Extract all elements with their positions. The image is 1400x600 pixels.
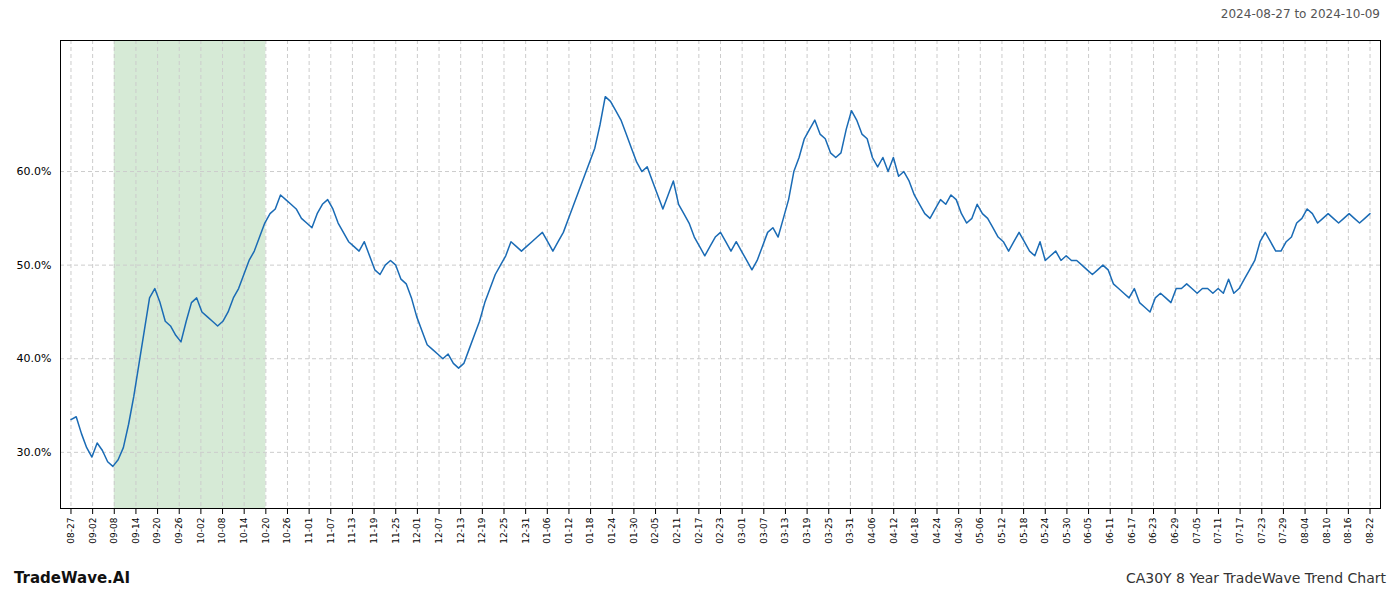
- svg-text:03-07: 03-07: [759, 518, 769, 544]
- svg-text:05-18: 05-18: [1018, 517, 1028, 543]
- svg-text:10-26: 10-26: [282, 517, 292, 543]
- svg-text:12-31: 12-31: [521, 518, 531, 544]
- svg-text:09-02: 09-02: [88, 518, 98, 544]
- svg-text:07-17: 07-17: [1235, 518, 1245, 544]
- svg-text:11-19: 11-19: [369, 517, 379, 543]
- svg-text:04-30: 04-30: [954, 517, 964, 543]
- svg-text:12-01: 12-01: [412, 518, 422, 544]
- svg-text:11-25: 11-25: [391, 518, 401, 544]
- svg-text:08-04: 08-04: [1300, 517, 1310, 543]
- svg-text:09-20: 09-20: [152, 517, 162, 543]
- svg-text:12-19: 12-19: [477, 517, 487, 543]
- svg-text:10-02: 10-02: [196, 518, 206, 544]
- svg-text:07-11: 07-11: [1213, 518, 1223, 544]
- svg-text:11-07: 11-07: [326, 518, 336, 544]
- svg-text:07-29: 07-29: [1278, 517, 1288, 543]
- svg-text:01-30: 01-30: [629, 517, 639, 543]
- svg-text:02-05: 02-05: [650, 518, 660, 544]
- svg-text:06-11: 06-11: [1105, 518, 1115, 544]
- svg-text:05-06: 05-06: [975, 517, 985, 543]
- svg-text:07-05: 07-05: [1192, 518, 1202, 544]
- svg-text:11-01: 11-01: [304, 518, 314, 544]
- svg-text:04-06: 04-06: [867, 517, 877, 543]
- svg-text:10-08: 10-08: [217, 517, 227, 543]
- svg-text:10-20: 10-20: [261, 517, 271, 543]
- svg-text:09-08: 09-08: [109, 517, 119, 543]
- svg-text:02-11: 02-11: [672, 518, 682, 544]
- svg-text:30.0%: 30.0%: [17, 446, 52, 459]
- svg-text:01-24: 01-24: [607, 517, 617, 543]
- svg-text:10-14: 10-14: [239, 517, 249, 543]
- svg-text:03-19: 03-19: [802, 517, 812, 543]
- svg-text:03-01: 03-01: [737, 518, 747, 544]
- svg-text:06-17: 06-17: [1127, 518, 1137, 544]
- svg-text:05-12: 05-12: [997, 518, 1007, 544]
- svg-text:05-24: 05-24: [1040, 517, 1050, 543]
- svg-text:08-22: 08-22: [1365, 518, 1375, 544]
- svg-text:01-18: 01-18: [585, 517, 595, 543]
- html-text:CA30Y 8 Year TradeWave Trend C: CA30Y 8 Year TradeWave Trend Chart: [1125, 570, 1386, 586]
- svg-text:06-05: 06-05: [1083, 518, 1093, 544]
- svg-text:12-13: 12-13: [456, 518, 466, 544]
- svg-text:04-24: 04-24: [932, 517, 942, 543]
- svg-text:05-30: 05-30: [1062, 517, 1072, 543]
- svg-text:11-13: 11-13: [347, 518, 357, 544]
- svg-text:08-16: 08-16: [1343, 517, 1353, 543]
- svg-text:03-25: 03-25: [824, 518, 834, 544]
- svg-text:60.0%: 60.0%: [17, 165, 52, 178]
- svg-text:50.0%: 50.0%: [17, 259, 52, 272]
- svg-text:12-07: 12-07: [434, 518, 444, 544]
- svg-text:02-17: 02-17: [694, 518, 704, 544]
- svg-text:07-23: 07-23: [1257, 518, 1267, 544]
- svg-text:12-25: 12-25: [499, 518, 509, 544]
- svg-text:09-14: 09-14: [131, 517, 141, 543]
- svg-text:02-23: 02-23: [715, 518, 725, 544]
- svg-text:09-26: 09-26: [174, 517, 184, 543]
- svg-text:04-12: 04-12: [889, 518, 899, 544]
- svg-text:06-23: 06-23: [1148, 518, 1158, 544]
- html-text:TradeWave.AI: TradeWave.AI: [14, 569, 130, 587]
- svg-text:01-06: 01-06: [542, 517, 552, 543]
- svg-text:06-29: 06-29: [1170, 517, 1180, 543]
- svg-text:03-13: 03-13: [780, 518, 790, 544]
- svg-text:04-18: 04-18: [910, 517, 920, 543]
- html-text:2024-08-27 to 2024-10-09: 2024-08-27 to 2024-10-09: [1220, 7, 1380, 21]
- svg-text:01-12: 01-12: [564, 518, 574, 544]
- svg-text:40.0%: 40.0%: [17, 352, 52, 365]
- svg-text:08-10: 08-10: [1322, 517, 1332, 543]
- svg-text:08-27: 08-27: [66, 518, 76, 544]
- svg-text:03-31: 03-31: [845, 518, 855, 544]
